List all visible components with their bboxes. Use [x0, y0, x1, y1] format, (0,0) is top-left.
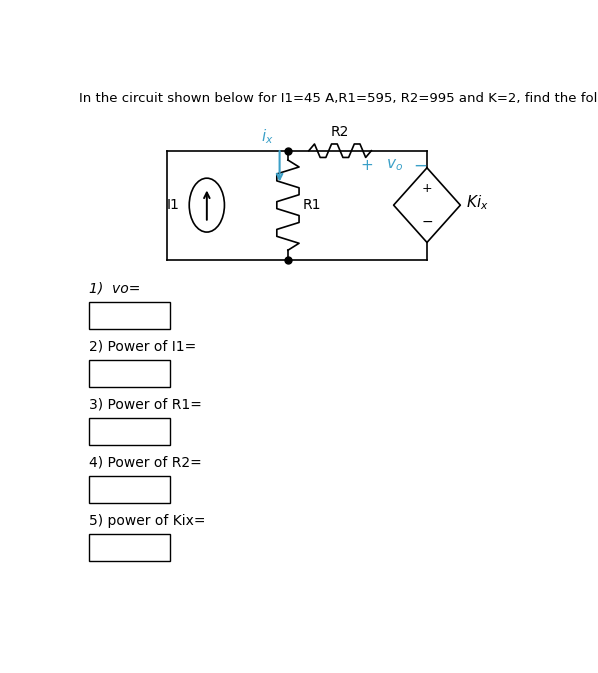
- Text: +: +: [422, 182, 432, 195]
- Text: 2) Power of I1=: 2) Power of I1=: [89, 340, 196, 354]
- FancyBboxPatch shape: [89, 302, 170, 329]
- Text: R1: R1: [303, 198, 321, 212]
- Text: $Ki_x$: $Ki_x$: [466, 194, 489, 213]
- FancyBboxPatch shape: [89, 360, 170, 387]
- Text: $v_o$: $v_o$: [386, 157, 403, 173]
- Text: 3) Power of R1=: 3) Power of R1=: [89, 398, 202, 412]
- FancyBboxPatch shape: [89, 476, 170, 503]
- Text: R2: R2: [331, 125, 349, 139]
- Text: +: +: [361, 157, 373, 173]
- Text: I1: I1: [167, 198, 180, 212]
- Text: 1)  vo=: 1) vo=: [89, 282, 140, 296]
- Text: $i_x$: $i_x$: [261, 127, 274, 145]
- FancyBboxPatch shape: [89, 534, 170, 561]
- FancyBboxPatch shape: [89, 418, 170, 445]
- Text: −: −: [413, 156, 427, 174]
- Text: In the circuit shown below for I1=45 A,R1=595, R2=995 and K=2, find the followin: In the circuit shown below for I1=45 A,R…: [80, 92, 598, 105]
- Text: 5) power of Kix=: 5) power of Kix=: [89, 514, 205, 528]
- Text: 4) Power of R2=: 4) Power of R2=: [89, 456, 202, 470]
- Text: −: −: [421, 215, 433, 229]
